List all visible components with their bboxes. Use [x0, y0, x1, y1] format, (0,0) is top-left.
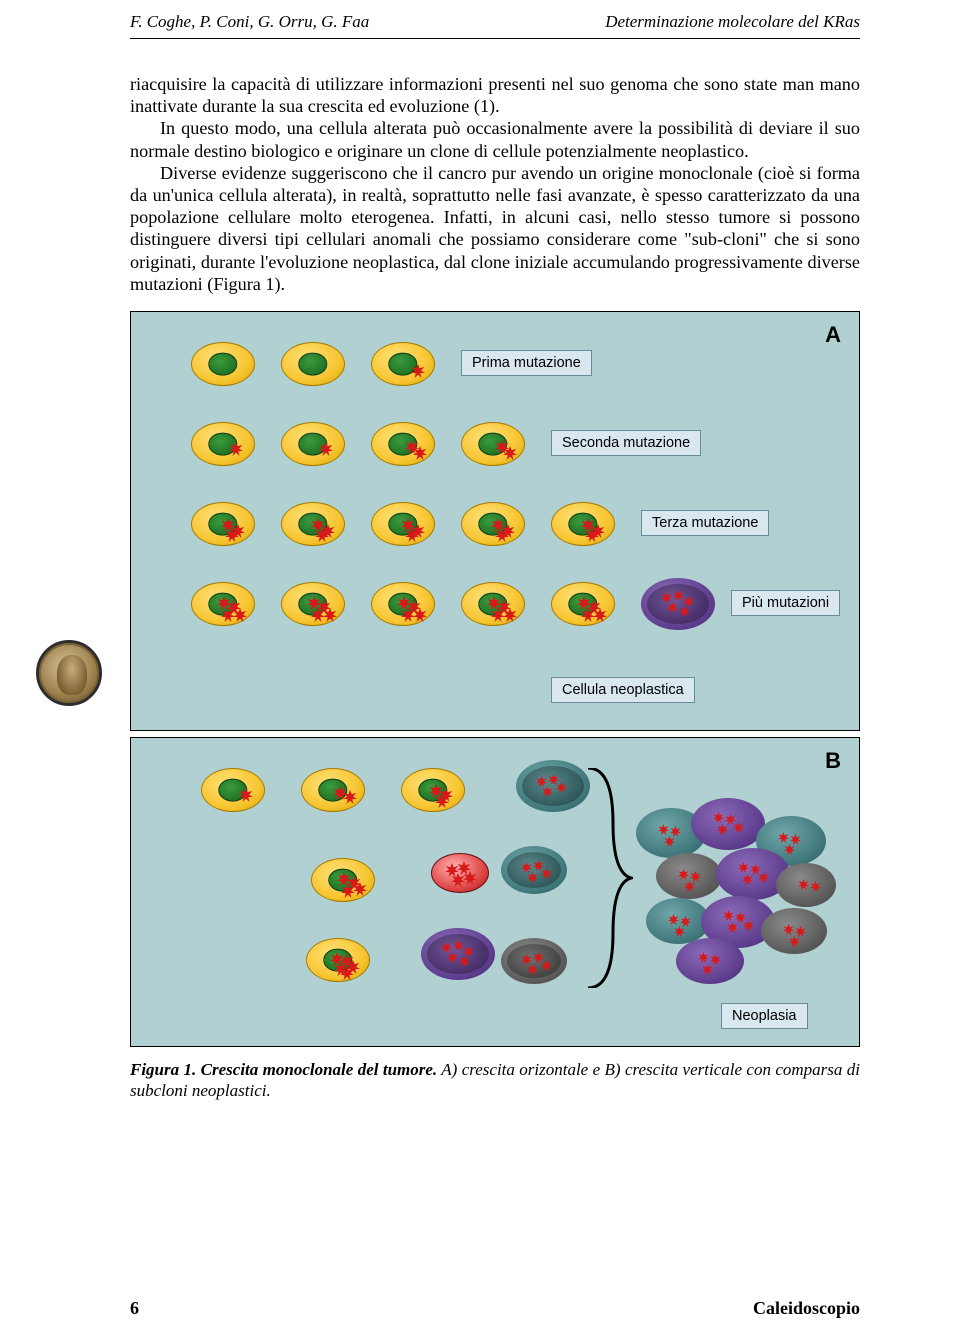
- neoplastic-cell-gray: [501, 938, 567, 984]
- article-body: riacquisire la capacità di utilizzare in…: [130, 73, 860, 295]
- figure-1: A Prima mutazione Seconda mutazione Terz…: [130, 311, 860, 1047]
- neoplastic-cell-teal: [516, 760, 590, 812]
- journal-medallion-icon: [36, 640, 102, 706]
- neoplastic-cell-purple: [421, 928, 495, 980]
- paragraph-2: In questo modo, una cellula alterata può…: [130, 117, 860, 161]
- figure-caption-bold: Figura 1. Crescita monoclonale del tumor…: [130, 1060, 437, 1079]
- cell-first-mutation: [371, 342, 435, 386]
- stage-label-neoplasia: Neoplasia: [721, 1003, 808, 1029]
- cell-row2: [461, 422, 525, 466]
- stage-label-2: Seconda mutazione: [551, 430, 701, 456]
- cell-row3: [371, 502, 435, 546]
- stage-label-3: Terza mutazione: [641, 510, 769, 536]
- cell-row2: [281, 422, 345, 466]
- figure-caption: Figura 1. Crescita monoclonale del tumor…: [130, 1059, 860, 1102]
- stage-label-1: Prima mutazione: [461, 350, 592, 376]
- stage-label-4: Più mutazioni: [731, 590, 840, 616]
- panel-a-label: A: [825, 322, 841, 348]
- cell-b-3: [401, 768, 465, 812]
- cell-row4: [281, 582, 345, 626]
- header-title: Determinazione molecolare del KRas: [605, 12, 860, 32]
- cell-row4: [461, 582, 525, 626]
- page-number: 6: [130, 1298, 139, 1319]
- cell-row4: [551, 582, 615, 626]
- header-rule: [130, 38, 860, 39]
- neoplastic-cell-teal: [501, 846, 567, 894]
- cell-b-6: [306, 938, 370, 982]
- stage-label-neo: Cellula neoplastica: [551, 677, 695, 703]
- cell-row3: [551, 502, 615, 546]
- cell-row3: [461, 502, 525, 546]
- cell-row2: [191, 422, 255, 466]
- cell-b-4: [311, 858, 375, 902]
- header-authors: F. Coghe, P. Coni, G. Orru, G. Faa: [130, 12, 369, 32]
- tumor-mass: [636, 798, 836, 978]
- paragraph-3: Diverse evidenze suggeriscono che il can…: [130, 162, 860, 295]
- neoplastic-cell: [641, 578, 715, 630]
- brace-icon: [583, 768, 633, 988]
- panel-b-label: B: [825, 748, 841, 774]
- cell-b-1: [201, 768, 265, 812]
- cell-row3: [281, 502, 345, 546]
- cell-row4: [371, 582, 435, 626]
- cell-normal: [281, 342, 345, 386]
- cell-row4: [191, 582, 255, 626]
- cell-normal: [191, 342, 255, 386]
- figure-panel-b: B: [130, 737, 860, 1047]
- cell-b-2: [301, 768, 365, 812]
- figure-panel-a: A Prima mutazione Seconda mutazione Terz…: [130, 311, 860, 731]
- cell-row3: [191, 502, 255, 546]
- paragraph-1: riacquisire la capacità di utilizzare in…: [130, 73, 860, 117]
- journal-name: Caleidoscopio: [753, 1298, 860, 1319]
- cell-b-5: [431, 853, 489, 893]
- cell-row2: [371, 422, 435, 466]
